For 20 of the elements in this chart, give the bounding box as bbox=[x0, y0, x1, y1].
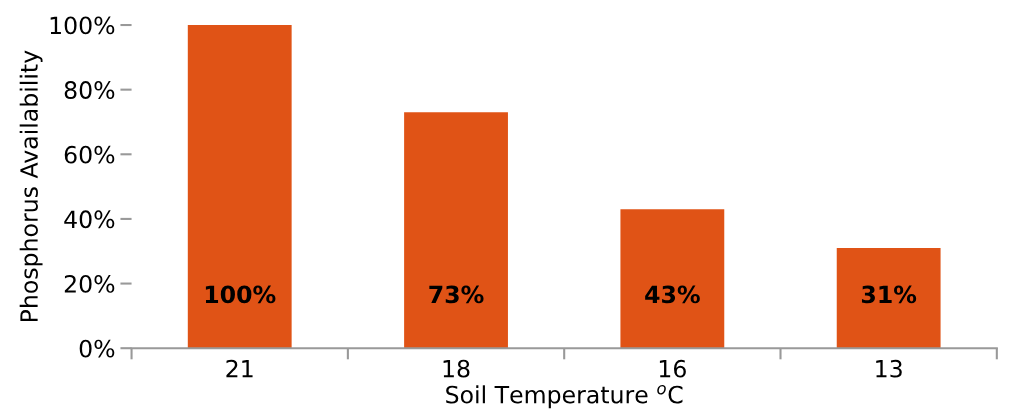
y-tick-label: 100% bbox=[50, 16, 115, 35]
y-tick-label: 60% bbox=[64, 145, 115, 164]
x-tick-label: 18 bbox=[443, 359, 470, 378]
y-tick-label: 40% bbox=[64, 210, 115, 229]
bar bbox=[187, 25, 292, 349]
y-tick-label: 80% bbox=[64, 81, 115, 99]
bar bbox=[836, 248, 941, 349]
y-tick-label: 0% bbox=[79, 339, 115, 358]
bar bbox=[404, 112, 508, 349]
x-tick-label: 21 bbox=[226, 359, 253, 378]
data-label: 31% bbox=[861, 285, 917, 304]
x-axis-title: Soil Temperature $^{o}$C bbox=[446, 384, 683, 409]
y-axis-title: Phosphorus Availability bbox=[19, 50, 43, 322]
x-tick-label: 13 bbox=[876, 359, 902, 378]
y-tick-label: 20% bbox=[64, 275, 115, 293]
data-label: 43% bbox=[645, 285, 700, 304]
x-tick-label: 16 bbox=[659, 359, 686, 378]
bar bbox=[620, 209, 725, 349]
data-label: 100% bbox=[205, 285, 276, 304]
data-label: 73% bbox=[429, 285, 484, 304]
